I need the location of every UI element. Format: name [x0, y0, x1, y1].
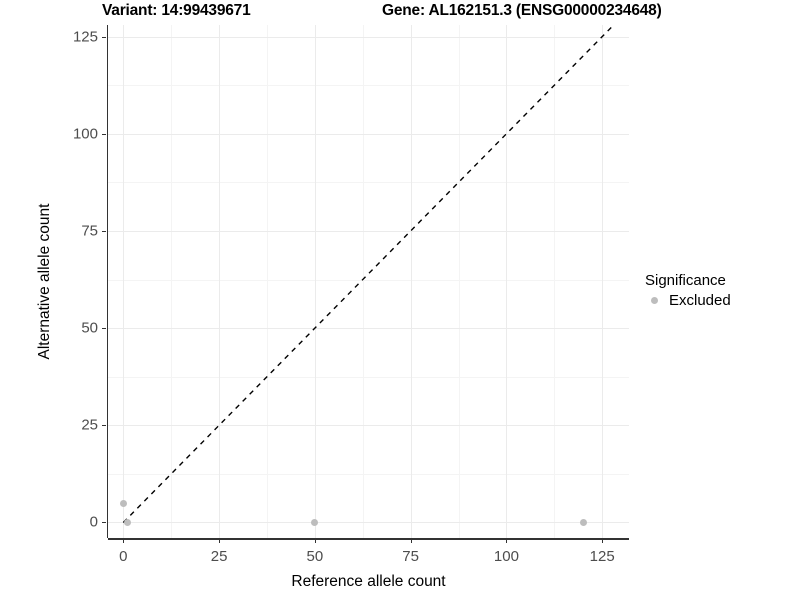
- legend-item[interactable]: Excluded: [645, 291, 795, 309]
- gene-title: Gene: AL162151.3 (ENSG00000234648): [382, 2, 662, 19]
- x-tick-mark: [410, 539, 412, 543]
- x-tick-label: 100: [493, 548, 519, 565]
- y-tick-mark: [102, 133, 106, 135]
- x-tick-mark: [506, 539, 508, 543]
- x-tick-label: 0: [119, 548, 128, 565]
- legend-title: Significance: [645, 272, 726, 289]
- legend: Significance Excluded: [645, 272, 795, 309]
- y-tick-label: 25: [81, 416, 98, 434]
- gridline-minor-vertical: [554, 25, 556, 538]
- y-tick-mark: [102, 425, 106, 427]
- gridline-minor-horizontal: [108, 473, 629, 475]
- gridline-major-vertical: [410, 25, 412, 538]
- x-axis-title: Reference allele count: [291, 573, 446, 590]
- gridline-minor-vertical: [266, 25, 268, 538]
- x-tick-mark: [314, 539, 316, 543]
- legend-item-label: Excluded: [669, 291, 731, 309]
- x-axis-line: [108, 538, 629, 540]
- variant-title: Variant: 14:99439671: [102, 2, 251, 19]
- gridline-major-vertical: [123, 25, 125, 538]
- x-tick-label: 125: [589, 548, 615, 565]
- x-tick-label: 25: [210, 548, 228, 565]
- gridline-major-horizontal: [108, 36, 629, 38]
- y-tick-label: 100: [72, 125, 98, 143]
- y-tick-mark: [102, 230, 106, 232]
- x-tick-mark: [219, 539, 221, 543]
- x-tick-label: 75: [402, 548, 419, 565]
- identity-line: [122, 24, 615, 523]
- gridline-minor-horizontal: [108, 85, 629, 87]
- gridline-minor-horizontal: [108, 182, 629, 184]
- y-tick-mark: [102, 328, 106, 330]
- y-axis-line: [106, 25, 108, 538]
- gridline-major-horizontal: [108, 230, 629, 232]
- gridline-major-horizontal: [108, 522, 629, 524]
- y-tick-mark: [102, 522, 106, 524]
- gridline-minor-horizontal: [108, 279, 629, 281]
- y-axis-title: Alternative allele count: [36, 203, 53, 360]
- y-tick-mark: [102, 36, 106, 38]
- gridline-major-vertical: [314, 25, 316, 538]
- legend-marker-icon: [645, 291, 663, 309]
- y-tick-label: 75: [81, 222, 98, 240]
- data-point: [311, 518, 319, 526]
- x-tick-label: 50: [306, 548, 324, 565]
- identity-reference-line: [122, 24, 615, 523]
- legend-items: Excluded: [645, 291, 795, 309]
- data-point: [579, 518, 587, 526]
- gridline-minor-vertical: [362, 25, 364, 538]
- gridline-minor-vertical: [458, 25, 460, 538]
- gridline-major-vertical: [219, 25, 221, 538]
- gridline-major-horizontal: [108, 133, 629, 135]
- y-tick-label: 125: [72, 28, 98, 46]
- gridline-major-vertical: [602, 25, 604, 538]
- y-tick-label: 0: [89, 513, 98, 531]
- data-point: [119, 499, 127, 507]
- gridline-major-horizontal: [108, 425, 629, 427]
- y-tick-label: 50: [81, 319, 98, 337]
- gridline-major-horizontal: [108, 328, 629, 330]
- gridline-minor-horizontal: [108, 376, 629, 378]
- x-tick-mark: [123, 539, 125, 543]
- data-point: [123, 518, 131, 526]
- plot-panel: [108, 24, 629, 538]
- gridline-major-vertical: [506, 25, 508, 538]
- x-tick-mark: [602, 539, 604, 543]
- gridline-minor-vertical: [171, 25, 173, 538]
- figure-title-row: Variant: 14:99439671 Gene: AL162151.3 (E…: [0, 2, 800, 24]
